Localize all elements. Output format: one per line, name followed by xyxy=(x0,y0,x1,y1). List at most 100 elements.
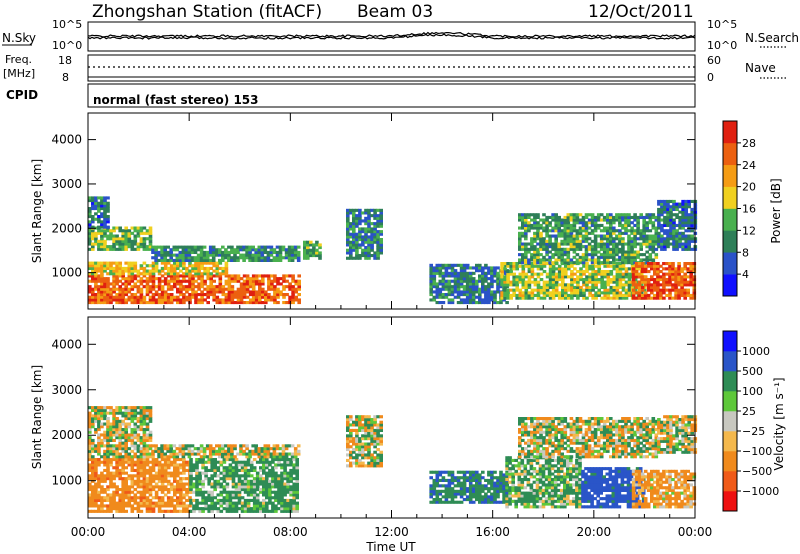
power-cell xyxy=(273,279,277,283)
velocity-cell xyxy=(280,509,284,513)
velocity-cell xyxy=(176,471,180,475)
power-cell xyxy=(270,298,274,302)
power-cell xyxy=(185,266,189,270)
velocity-cell xyxy=(112,417,116,421)
power-cell xyxy=(272,248,277,252)
power-cell xyxy=(379,211,383,215)
power-cell xyxy=(590,247,595,251)
velocity-cell xyxy=(142,428,147,432)
power-cell xyxy=(88,247,92,251)
power-cell xyxy=(588,288,592,292)
power-cell xyxy=(293,245,298,249)
velocity-cell xyxy=(91,406,95,410)
power-cell xyxy=(346,232,350,236)
power-cell xyxy=(145,285,150,289)
power-cell xyxy=(175,256,180,260)
power-cell xyxy=(160,293,165,297)
velocity-cell xyxy=(148,466,153,470)
power-cell xyxy=(659,288,663,292)
power-cell xyxy=(468,298,473,302)
velocity-cell xyxy=(124,447,128,451)
power-cell xyxy=(465,285,470,289)
power-cell xyxy=(618,239,622,243)
power-cell xyxy=(221,266,226,270)
power-cell xyxy=(361,248,365,252)
power-cell xyxy=(346,208,350,212)
power-cell xyxy=(112,226,116,230)
velocity-cell xyxy=(127,452,132,456)
power-cell xyxy=(312,254,316,258)
power-cell xyxy=(650,288,654,292)
power-cell xyxy=(689,283,693,287)
velocity-cell xyxy=(136,504,141,508)
power-cell xyxy=(692,267,697,271)
power-cell xyxy=(367,216,371,220)
power-cell xyxy=(103,301,107,305)
power-cell xyxy=(468,277,473,281)
velocity-cell xyxy=(91,501,95,505)
power-cell xyxy=(527,280,532,284)
velocity-cell xyxy=(292,509,296,513)
power-cell xyxy=(503,267,507,271)
power-cell xyxy=(551,264,556,268)
power-cell xyxy=(533,247,537,251)
power-cell xyxy=(687,229,691,233)
velocity-cell xyxy=(240,468,245,472)
velocity-cell xyxy=(251,452,255,456)
power-cell xyxy=(478,269,482,273)
power-cell xyxy=(599,255,604,259)
velocity-cell xyxy=(127,411,132,415)
power-cell xyxy=(648,229,653,233)
power-cell xyxy=(224,298,229,302)
power-cell xyxy=(633,234,637,238)
velocity-cell xyxy=(231,474,236,478)
power-cell xyxy=(197,264,201,268)
power-cell xyxy=(500,267,504,271)
power-cell xyxy=(615,272,620,276)
velocity-cell xyxy=(157,447,161,451)
power-cell xyxy=(659,296,663,300)
power-cell xyxy=(597,270,601,274)
power-cell xyxy=(100,242,104,246)
velocity-cell xyxy=(151,449,155,453)
power-cell xyxy=(145,279,150,283)
power-cell xyxy=(230,285,235,289)
velocity-cell xyxy=(103,460,107,464)
velocity-cell xyxy=(221,449,225,453)
velocity-cell xyxy=(280,490,284,494)
power-cell xyxy=(548,215,552,219)
power-cell xyxy=(518,215,522,219)
velocity-cell xyxy=(160,485,165,489)
power-cell xyxy=(551,275,556,279)
power-cell xyxy=(596,255,601,259)
power-cell xyxy=(594,291,598,295)
power-cell xyxy=(367,248,371,252)
power-cell xyxy=(551,255,555,259)
velocity-cell xyxy=(142,422,147,426)
power-cell xyxy=(239,256,243,260)
velocity-cell xyxy=(100,509,104,513)
power-cell xyxy=(160,274,165,278)
power-cell xyxy=(450,293,455,297)
velocity-cell xyxy=(130,460,135,464)
power-cell xyxy=(260,245,265,249)
power-cell xyxy=(139,287,144,291)
power-cell xyxy=(533,272,538,276)
velocity-cell xyxy=(259,458,263,462)
power-cell xyxy=(587,253,592,257)
velocity-cell xyxy=(198,488,202,492)
power-cell xyxy=(657,226,661,230)
power-cell xyxy=(545,223,549,227)
velocity-cell xyxy=(216,493,221,497)
nsearch-trace xyxy=(87,33,696,40)
velocity-cell xyxy=(133,501,138,505)
power-cell xyxy=(130,245,135,249)
velocity-cell xyxy=(246,474,251,478)
power-cell xyxy=(453,277,458,281)
velocity-cell xyxy=(231,482,236,486)
power-cell xyxy=(294,282,298,286)
power-cell xyxy=(642,226,646,230)
power-cell xyxy=(631,291,636,295)
power-cell xyxy=(139,282,144,286)
power-cell xyxy=(533,283,538,287)
